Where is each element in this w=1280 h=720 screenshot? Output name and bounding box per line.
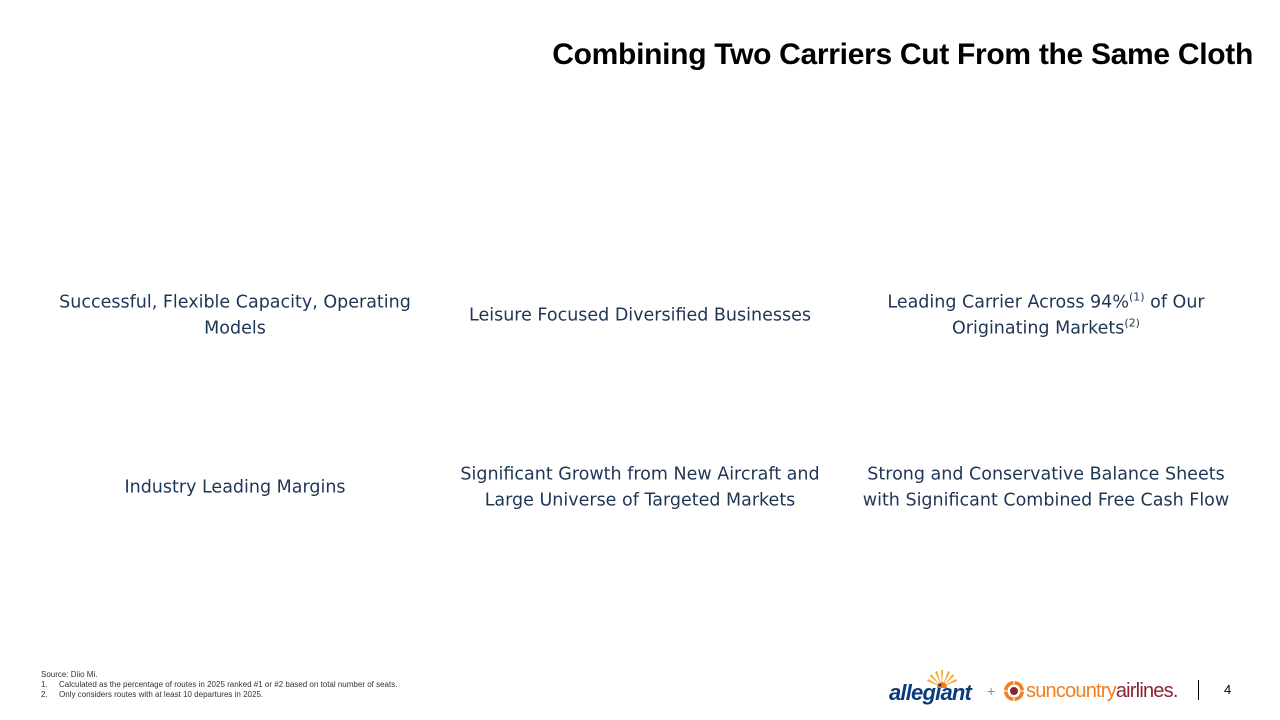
footnote-text: Calculated as the percentage of routes i… <box>59 680 398 689</box>
plus-sign: + <box>987 683 996 699</box>
footnote-ref-2: (2) <box>1124 316 1140 330</box>
grid-cell-industry-margins: Industry Leading Margins <box>124 477 346 498</box>
allegiant-sun-icon <box>927 670 957 688</box>
grid-cell-leisure-focused: Leisure Focused Diversified Businesses <box>469 305 811 326</box>
registered-mark: . <box>1172 680 1179 702</box>
allegiant-logo: allegiant <box>889 680 972 705</box>
sun-country-emblem-icon <box>1004 681 1024 701</box>
grid-cell-leading-carrier: Leading Carrier Across 94%(1) of Our Ori… <box>856 291 1236 342</box>
grid-cell-balance-sheets: Strong and Conservative Balance Sheets w… <box>862 464 1230 511</box>
partner-logos: allegiant + suncountryairlines. <box>888 664 1188 712</box>
slide-title: Combining Two Carriers Cut From the Same… <box>552 38 1253 71</box>
grid-cell-capacity-models: Successful, Flexible Capacity, Operating… <box>59 292 411 339</box>
footnote-item: 1. Calculated as the percentage of route… <box>41 680 397 690</box>
sun-country-logo: suncountryairlines. <box>1026 680 1178 703</box>
sun-country-logo-main: suncountry <box>1026 680 1117 702</box>
footnote-text: Only considers routes with at least 10 d… <box>59 690 264 699</box>
footnote-number: 1. <box>41 680 48 689</box>
footnote-ref-1: (1) <box>1128 290 1145 304</box>
footnotes: Source: Diio Mi. 1. Calculated as the pe… <box>41 670 397 700</box>
leading-carrier-text: Leading Carrier Across 94% <box>887 292 1129 313</box>
grid-cell-significant-growth: Significant Growth from New Aircraft and… <box>460 464 820 511</box>
footer-divider <box>1198 680 1199 700</box>
footnote-number: 2. <box>41 690 48 699</box>
footnote-source: Source: Diio Mi. <box>41 670 98 679</box>
sun-country-logo-airlines: airlines <box>1115 680 1174 702</box>
footnote-item: 2. Only considers routes with at least 1… <box>41 690 397 700</box>
page-number: 4 <box>1224 682 1232 697</box>
leading-carrier-text-cont: of Our Originating Markets <box>952 292 1205 339</box>
